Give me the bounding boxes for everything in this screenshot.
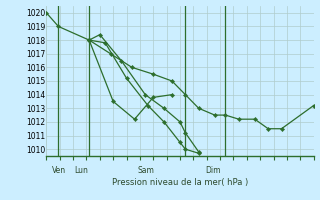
Text: Dim: Dim: [205, 166, 221, 175]
Text: Ven: Ven: [52, 166, 66, 175]
Text: Sam: Sam: [137, 166, 154, 175]
Text: Pression niveau de la mer( hPa ): Pression niveau de la mer( hPa ): [112, 178, 248, 187]
Text: Lun: Lun: [75, 166, 88, 175]
